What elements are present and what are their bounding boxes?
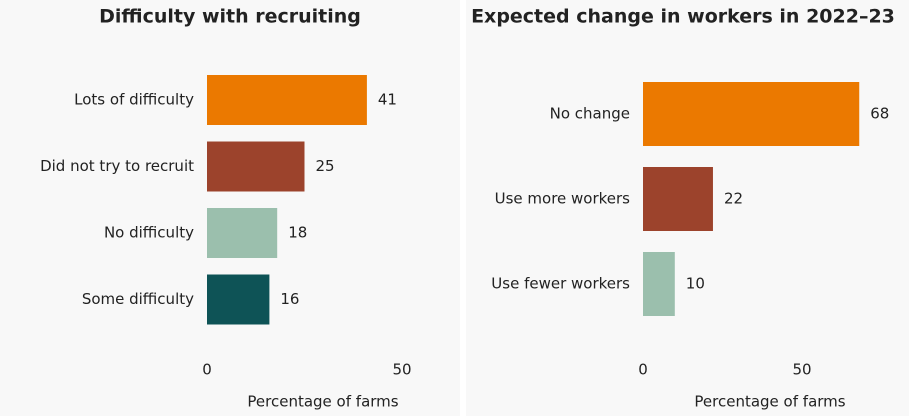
y-tick-label: No difficulty: [104, 224, 194, 242]
data-label: 68: [870, 105, 889, 123]
bar: [643, 252, 675, 316]
bar: [207, 141, 305, 192]
y-tick-label: Lots of difficulty: [74, 91, 194, 109]
data-label: 25: [316, 157, 335, 175]
bar: [207, 75, 367, 125]
x-axis-label: Percentage of farms: [694, 393, 845, 411]
x-axis-label: Percentage of farms: [247, 393, 398, 411]
data-label: 16: [280, 290, 299, 308]
data-label: 18: [288, 224, 307, 242]
y-tick-label: Use more workers: [495, 190, 631, 208]
chart-title: Difficulty with recruiting: [99, 6, 361, 28]
bar: [643, 167, 713, 231]
bar: [207, 274, 270, 325]
bar: [207, 208, 278, 258]
x-tick-label: 0: [202, 361, 212, 379]
y-tick-label: Use fewer workers: [491, 275, 630, 293]
chart-title: Expected change in workers in 2022–23: [471, 6, 895, 28]
x-tick-label: 50: [392, 361, 411, 379]
data-label: 22: [724, 190, 743, 208]
data-label: 10: [686, 275, 705, 293]
y-tick-label: Did not try to recruit: [40, 157, 194, 175]
x-tick-label: 0: [638, 361, 648, 379]
y-tick-label: No change: [550, 105, 630, 123]
y-tick-label: Some difficulty: [82, 290, 194, 308]
data-label: 41: [378, 91, 397, 109]
bar: [643, 82, 860, 146]
x-tick-label: 50: [792, 361, 811, 379]
